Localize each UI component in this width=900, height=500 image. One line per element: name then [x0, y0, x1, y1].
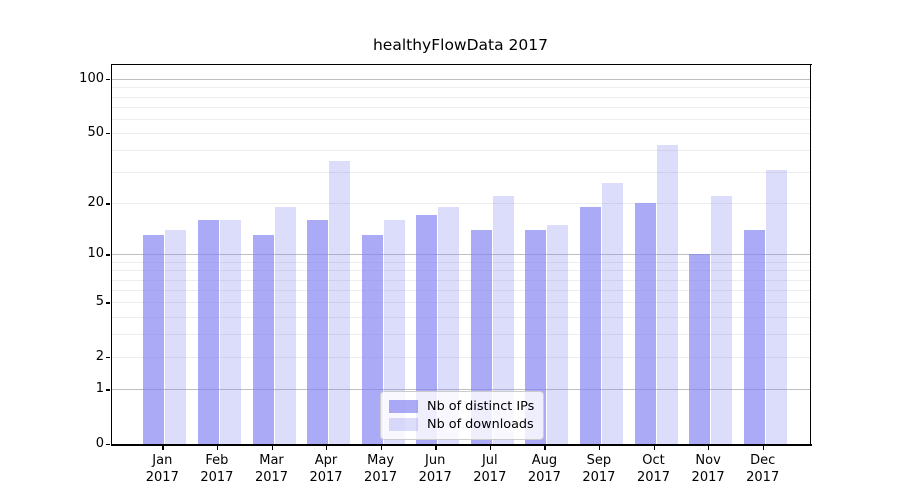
- bar-downloads-dec: [765, 169, 787, 444]
- y-tick-label-2: 2: [95, 349, 104, 365]
- gridline-y-6: [112, 290, 810, 292]
- y-tick-10: [106, 254, 110, 256]
- bar-downloads-nov: [711, 196, 733, 444]
- chart-title: healthyFlowData 2017: [372, 36, 548, 54]
- gridline-y-1: [112, 389, 810, 391]
- x-tick-label-apr: Apr 2017: [309, 453, 343, 485]
- x-tick-label-dec: Dec 2017: [746, 453, 780, 485]
- x-tick-label-feb: Feb 2017: [200, 453, 234, 485]
- legend-item-downloads: Nb of downloads: [389, 416, 535, 433]
- x-tick-label-jun: Jun 2017: [418, 453, 452, 485]
- gridline-y-7: [112, 279, 810, 281]
- gridline-y-80: [112, 96, 810, 98]
- legend: Nb of distinct IPs Nb of downloads: [380, 391, 544, 440]
- gridline-y-10: [112, 254, 810, 256]
- x-tick-label-oct: Oct 2017: [636, 453, 671, 485]
- bar-ips-jun: [416, 215, 438, 444]
- x-tick-label-jan: Jan 2017: [145, 453, 179, 485]
- bar-downloads-mar: [274, 207, 296, 444]
- bar-downloads-jul: [492, 196, 514, 444]
- gridline-y-3: [112, 334, 810, 336]
- bar-ips-nov: [689, 254, 711, 444]
- gridline-y-70: [112, 106, 810, 108]
- y-tick-50: [106, 133, 110, 135]
- y-tick-label-5: 5: [95, 294, 104, 310]
- gridline-y-50: [112, 133, 810, 135]
- x-tick-feb: [216, 445, 219, 450]
- x-tick-jun: [435, 445, 437, 450]
- right-spine: [810, 63, 812, 446]
- y-tick-20: [106, 203, 110, 205]
- bar-downloads-feb: [219, 219, 241, 444]
- y-tick-0: [106, 444, 110, 446]
- y-tick-label-1: 1: [95, 381, 104, 397]
- top-spine: [110, 63, 812, 65]
- bar-ips-mar: [252, 235, 274, 444]
- y-tick-2: [106, 357, 110, 359]
- bar-downloads-oct: [656, 144, 678, 444]
- x-tick-mar: [271, 445, 273, 450]
- y-tick-label-20: 20: [87, 195, 104, 211]
- y-tick-label-100: 100: [79, 71, 104, 86]
- y-tick-label-0: 0: [95, 436, 104, 451]
- x-tick-label-mar: Mar 2017: [254, 453, 289, 485]
- gridline-y-5: [112, 302, 810, 304]
- bar-ips-jan: [143, 235, 165, 444]
- gridline-y-20: [112, 203, 810, 205]
- bar-ips-oct: [634, 203, 656, 444]
- bar-downloads-sep: [601, 183, 623, 444]
- y-tick-100: [106, 79, 110, 81]
- x-tick-label-nov: Nov 2017: [691, 453, 725, 485]
- x-tick-dec: [762, 445, 765, 450]
- gridline-y-40: [112, 150, 810, 152]
- x-tick-jan: [162, 445, 164, 450]
- gridline-y-9: [112, 261, 810, 263]
- y-tick-label-50: 50: [87, 125, 104, 141]
- x-tick-nov: [708, 445, 710, 450]
- y-tick-label-10: 10: [87, 246, 104, 262]
- bar-ips-sep: [579, 207, 601, 444]
- x-tick-sep: [598, 445, 601, 450]
- x-tick-may: [380, 445, 382, 450]
- x-axis-line: [110, 444, 812, 446]
- y-tick-5: [106, 302, 110, 304]
- bar-downloads-apr: [329, 160, 350, 444]
- bar-downloads-aug: [547, 224, 569, 444]
- y-tick-1: [106, 389, 110, 391]
- x-tick-aug: [544, 445, 546, 450]
- x-tick-apr: [326, 445, 328, 450]
- y-axis-line: [110, 63, 112, 446]
- gridline-y-100: [112, 79, 810, 80]
- legend-swatch-distinct-ips-icon: [389, 400, 418, 413]
- x-tick-label-sep: Sep 2017: [582, 453, 616, 485]
- x-tick-label-aug: Aug 2017: [527, 453, 561, 485]
- legend-label-downloads: Nb of downloads: [427, 417, 534, 432]
- bar-downloads-jun: [438, 207, 460, 444]
- x-tick-label-jul: Jul 2017: [473, 453, 507, 485]
- bar-ips-aug: [525, 229, 547, 444]
- legend-swatch-downloads-icon: [389, 418, 418, 431]
- bar-downloads-jan: [165, 229, 187, 444]
- gridline-y-8: [112, 270, 810, 272]
- gridline-y-30: [112, 172, 810, 174]
- legend-label-distinct-ips: Nb of distinct IPs: [427, 399, 535, 414]
- bar-downloads-may: [383, 219, 405, 444]
- bar-ips-apr: [307, 219, 328, 444]
- x-tick-label-may: May 2017: [364, 453, 398, 485]
- bar-ips-may: [361, 235, 383, 444]
- bar-ips-dec: [743, 229, 765, 444]
- x-tick-oct: [653, 445, 655, 450]
- gridline-y-90: [112, 87, 810, 89]
- bar-ips-feb: [197, 219, 219, 444]
- x-tick-jul: [489, 445, 492, 450]
- bar-ips-jul: [470, 229, 492, 444]
- gridline-y-2: [112, 357, 810, 359]
- gridline-y-60: [112, 118, 810, 120]
- gridline-y-4: [112, 316, 810, 318]
- legend-item-distinct-ips: Nb of distinct IPs: [389, 398, 535, 415]
